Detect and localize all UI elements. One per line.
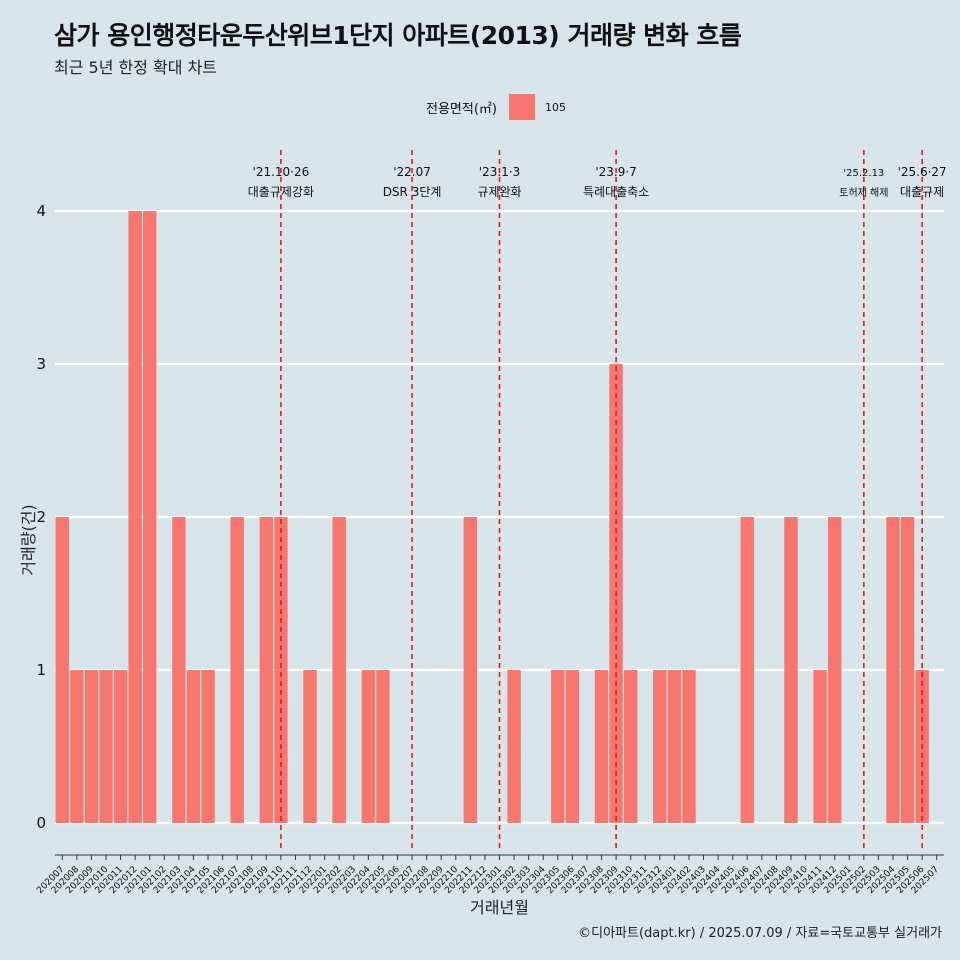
bar-202112: [303, 670, 317, 823]
annotation-date-202502: '25.2.13: [843, 168, 884, 179]
annotation-label-202309: 특례대출축소: [583, 185, 649, 199]
y-tick-label-3: 3: [36, 355, 46, 373]
bar-202011: [113, 670, 128, 823]
bar-202412: [827, 517, 842, 823]
bar-202110: [274, 517, 288, 823]
bar-202107: [230, 517, 244, 823]
bar-202401: [667, 670, 682, 823]
annotation-label-202506: 대출규제: [900, 185, 944, 199]
y-tick-label-0: 0: [36, 814, 46, 832]
annotation-label-202110: 대출규제강화: [248, 185, 314, 199]
bar-202202: [332, 517, 346, 823]
y-tick-label-2: 2: [36, 508, 46, 526]
annotation-label-202502: 토허제 해제: [839, 186, 888, 199]
annotation-date-202309: '23.9·7: [595, 165, 636, 179]
legend: 전용면적(㎡) 105: [426, 94, 566, 120]
bar-202109: [259, 517, 274, 823]
bar-202009: [84, 670, 99, 823]
bar-202411: [813, 670, 827, 823]
bar-202406: [740, 517, 754, 823]
bar-202103: [172, 517, 186, 823]
bar-202504: [886, 517, 900, 823]
legend-title: 전용면적(㎡): [426, 101, 497, 117]
x-axis-label: 거래년월: [470, 898, 529, 917]
y-tick-label-4: 4: [36, 202, 46, 220]
annotation-label-202207: DSR 3단계: [383, 185, 442, 199]
y-tick-label-1: 1: [36, 661, 46, 679]
bar-202012: [128, 211, 142, 823]
legend-item-label: 105: [544, 100, 566, 114]
annotation-date-202301: '23.1·3: [479, 165, 520, 179]
bar-202306: [565, 670, 580, 823]
bar-202010: [99, 670, 113, 823]
bars: [55, 211, 929, 823]
bar-202402: [682, 670, 696, 823]
bar-202204: [361, 670, 376, 823]
bar-202505: [900, 517, 915, 823]
source-caption: ©디아파트(dapt.kr) / 2025.07.09 / 자료=국토교통부 실…: [578, 926, 942, 941]
bar-202302: [507, 670, 521, 823]
bar-202105: [201, 670, 215, 823]
y-axis-label: 거래량(건): [19, 504, 38, 575]
bar-202312: [653, 670, 667, 823]
annotations: '21.10·26 대출규제강화 '22.07 DSR 3단계 '23.1·3 규제완화 '…: [248, 165, 947, 199]
bar-202308: [594, 670, 609, 823]
bar-202310: [623, 670, 638, 823]
chart-title: 삼가 용인행정타운두산위브1단지 아파트(2013) 거래량 변화 흐름: [54, 21, 742, 50]
bar-202205: [376, 670, 390, 823]
chart-subtitle: 최근 5년 한정 확대 차트: [54, 58, 218, 77]
y-axis-ticks: 0 1 2 3 4: [36, 202, 46, 832]
bar-202101: [143, 211, 157, 823]
legend-swatch: [508, 94, 535, 120]
annotation-date-202207: '22.07: [393, 165, 431, 179]
bar-202409: [784, 517, 798, 823]
x-axis: 2020072020082020092020102020112020122021…: [35, 854, 944, 896]
bar-202211: [463, 517, 478, 823]
bar-202305: [551, 670, 565, 823]
bar-202007: [55, 517, 69, 823]
bar-202104: [186, 670, 201, 823]
annotation-label-202301: 규제완화: [477, 185, 521, 199]
annotation-date-202110: '21.10·26: [253, 165, 310, 179]
bar-202008: [70, 670, 84, 823]
annotation-date-202506: '25.6·27: [898, 165, 947, 179]
